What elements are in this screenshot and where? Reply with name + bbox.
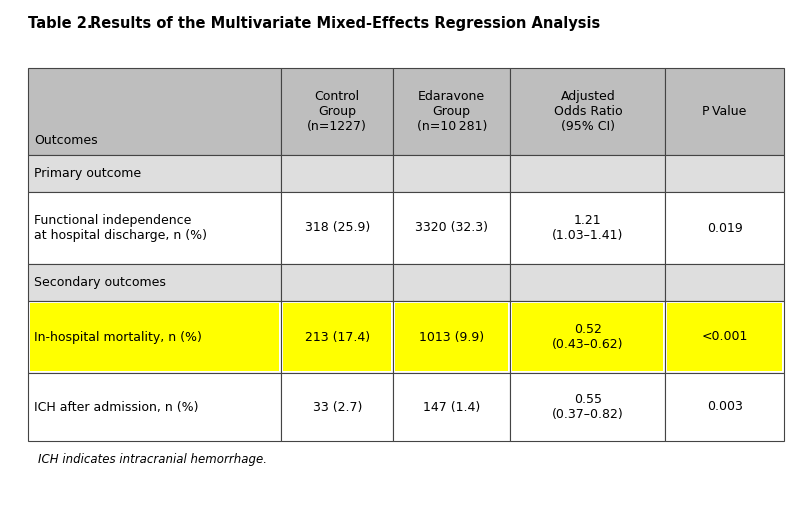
Bar — [665, 68, 784, 155]
Bar — [281, 192, 393, 264]
Text: 1013 (9.9): 1013 (9.9) — [419, 330, 484, 344]
Text: Primary outcome: Primary outcome — [34, 167, 141, 180]
Bar — [283, 303, 391, 371]
Text: 33 (2.7): 33 (2.7) — [313, 401, 362, 414]
Text: Results of the Multivariate Mixed-Effects Regression Analysis: Results of the Multivariate Mixed-Effect… — [90, 16, 600, 31]
Bar — [28, 301, 281, 373]
Bar — [665, 155, 784, 192]
Text: <0.001: <0.001 — [701, 330, 748, 344]
Bar — [510, 192, 665, 264]
Bar — [510, 373, 665, 441]
Text: Functional independence
at hospital discharge, n (%): Functional independence at hospital disc… — [34, 214, 207, 242]
Bar — [393, 373, 510, 441]
Bar — [28, 68, 281, 155]
Bar — [281, 301, 393, 373]
Bar — [28, 155, 281, 192]
Text: 213 (17.4): 213 (17.4) — [305, 330, 370, 344]
Bar — [665, 264, 784, 301]
Text: P Value: P Value — [703, 105, 747, 118]
Bar — [510, 301, 665, 373]
Bar — [28, 264, 281, 301]
Bar — [665, 301, 784, 373]
Bar — [510, 68, 665, 155]
Text: Table 2.: Table 2. — [28, 16, 93, 31]
Text: ICH after admission, n (%): ICH after admission, n (%) — [34, 401, 198, 414]
Bar — [30, 303, 279, 371]
Text: Secondary outcomes: Secondary outcomes — [34, 276, 166, 289]
Bar — [281, 373, 393, 441]
Bar — [281, 155, 393, 192]
Text: 0.52
(0.43–0.62): 0.52 (0.43–0.62) — [552, 323, 624, 351]
Bar — [28, 373, 281, 441]
Text: Edaravone
Group
(n=10 281): Edaravone Group (n=10 281) — [417, 90, 487, 133]
Text: 0.003: 0.003 — [707, 401, 742, 414]
Text: Outcomes: Outcomes — [34, 134, 98, 147]
Text: 3320 (32.3): 3320 (32.3) — [415, 221, 488, 235]
Text: 1.21
(1.03–1.41): 1.21 (1.03–1.41) — [552, 214, 624, 242]
Bar — [393, 301, 510, 373]
Bar — [281, 68, 393, 155]
Text: Adjusted
Odds Ratio
(95% CI): Adjusted Odds Ratio (95% CI) — [554, 90, 622, 133]
Text: 0.019: 0.019 — [707, 221, 742, 235]
Bar — [513, 303, 663, 371]
Bar — [665, 192, 784, 264]
Bar — [667, 303, 782, 371]
Text: 147 (1.4): 147 (1.4) — [423, 401, 480, 414]
Text: 318 (25.9): 318 (25.9) — [305, 221, 370, 235]
Bar — [393, 155, 510, 192]
Bar — [393, 264, 510, 301]
Bar — [510, 155, 665, 192]
Bar — [28, 192, 281, 264]
Text: Control
Group
(n=1227): Control Group (n=1227) — [307, 90, 368, 133]
Text: In-hospital mortality, n (%): In-hospital mortality, n (%) — [34, 330, 202, 344]
Bar — [395, 303, 509, 371]
Bar — [665, 373, 784, 441]
Bar — [510, 264, 665, 301]
Bar — [393, 68, 510, 155]
Bar — [281, 264, 393, 301]
Text: ICH indicates intracranial hemorrhage.: ICH indicates intracranial hemorrhage. — [38, 453, 267, 466]
Text: 0.55
(0.37–0.82): 0.55 (0.37–0.82) — [552, 393, 624, 421]
Bar — [393, 192, 510, 264]
